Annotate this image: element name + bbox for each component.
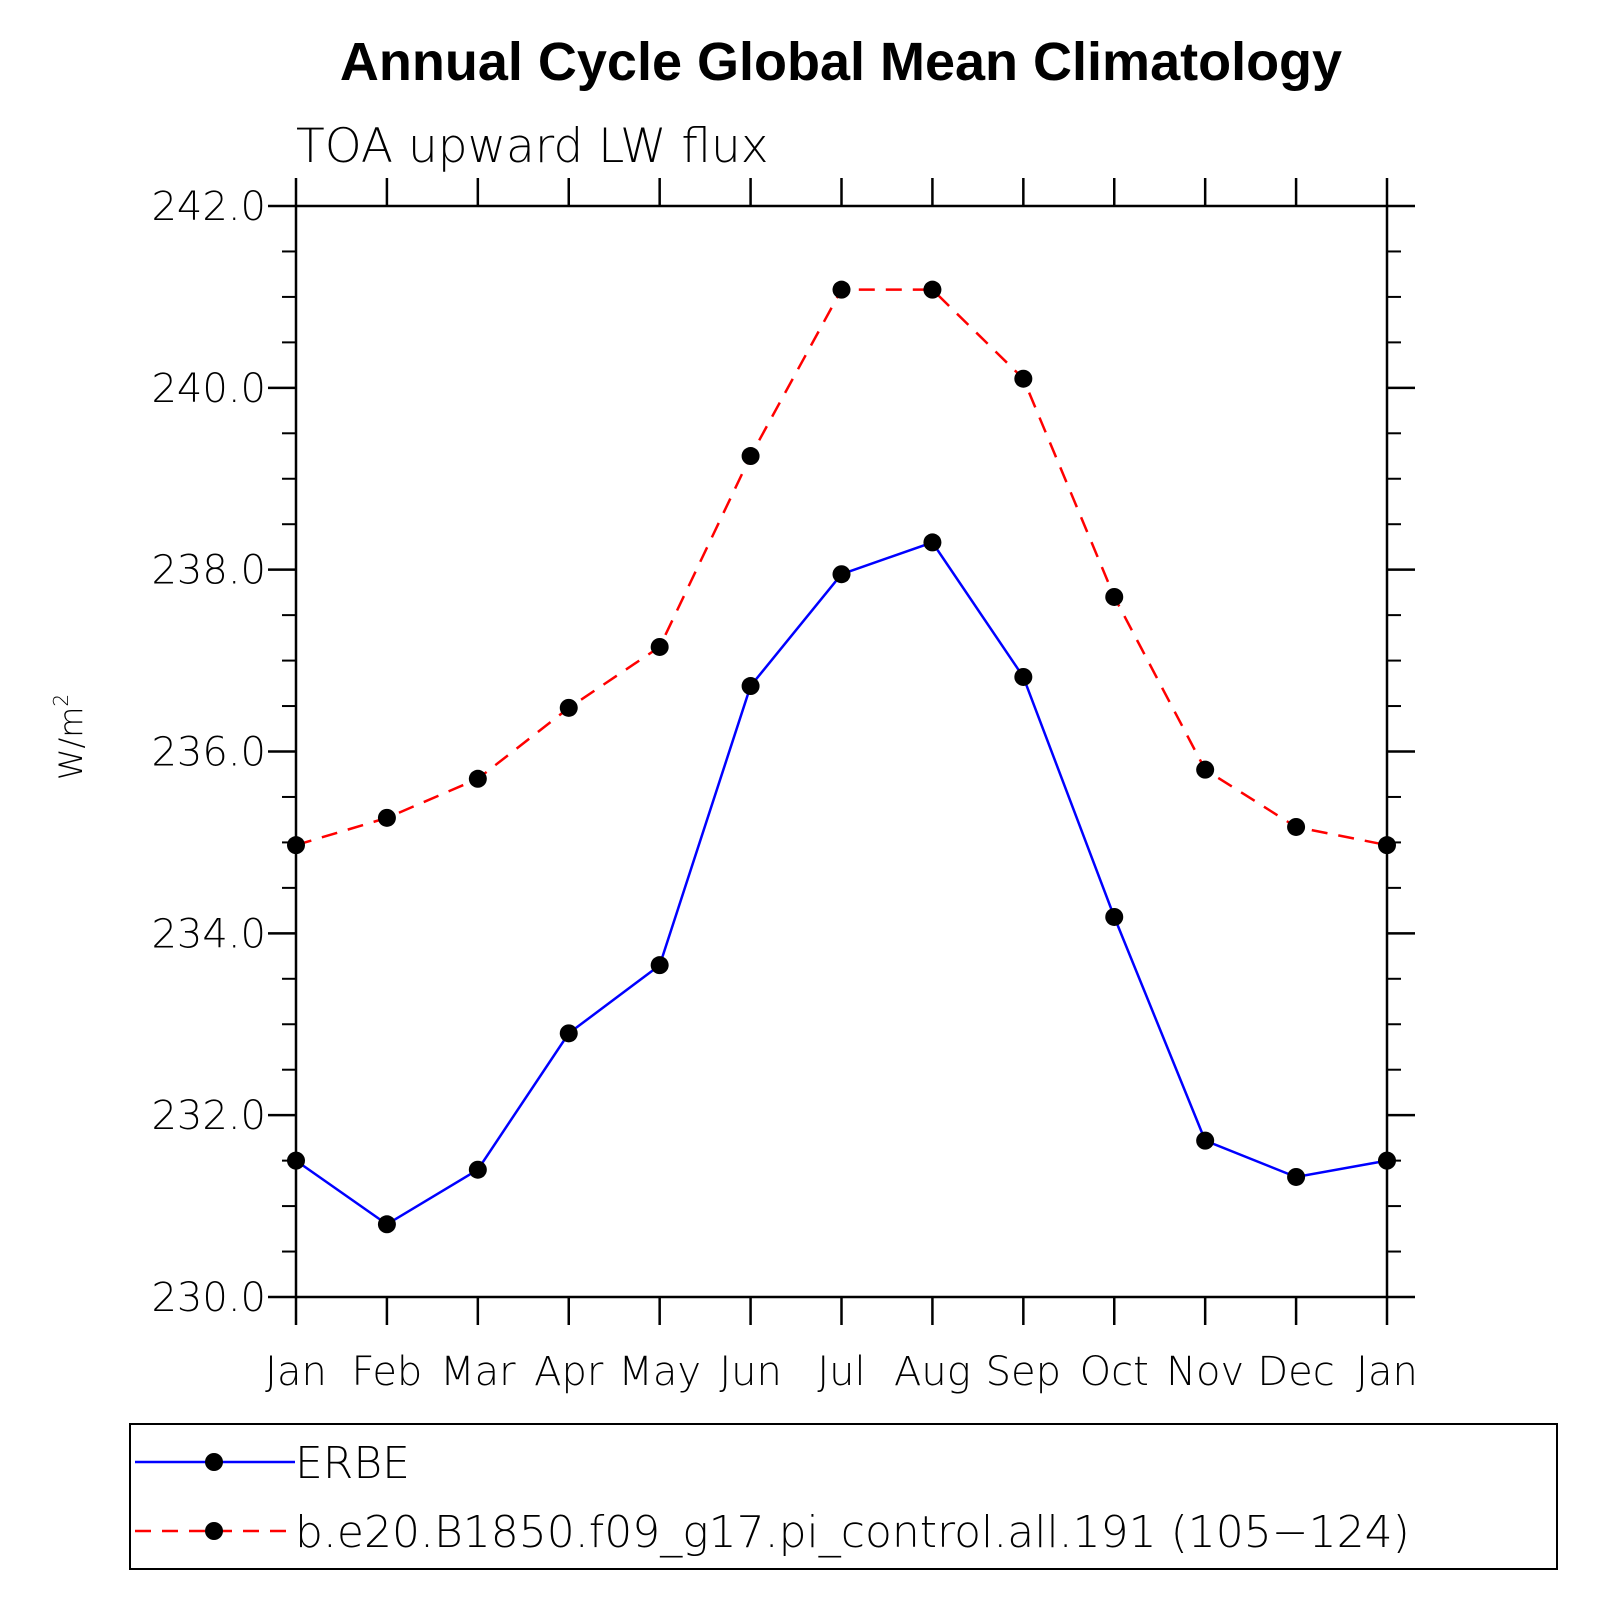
markers	[287, 280, 1396, 1234]
y-axis-label-superscript: 2	[49, 694, 73, 707]
plot-frame	[294, 204, 1389, 1299]
data-point-series-0	[1105, 907, 1124, 926]
data-point-series-0	[287, 1151, 305, 1170]
y-tick-label: 232.0	[151, 1093, 266, 1139]
y-tick-label: 240.0	[151, 366, 266, 412]
chart-subtitle: TOA upward LW flux	[296, 119, 769, 174]
data-point-series-1	[1014, 369, 1033, 388]
y-tick-label: 230.0	[151, 1275, 266, 1321]
axes: 230.0 232.0 234.0 236.0 238.0 240.0 242.0 Jan Fe…	[151, 178, 1418, 1395]
svg-text:W/m2: W/m2	[49, 694, 90, 780]
data-point-series-0	[1378, 1151, 1396, 1170]
series-line-0	[295, 540, 1388, 1226]
x-tick-label: Nov	[1166, 1349, 1244, 1395]
x-tick-label: Apr	[534, 1349, 604, 1395]
data-point-series-1	[1378, 836, 1396, 855]
data-point-series-0	[832, 565, 851, 584]
x-tick-label: Jan	[265, 1349, 327, 1395]
y-tick-label: 242.0	[151, 184, 266, 230]
data-point-series-0	[559, 1024, 578, 1043]
y-axis-label-text: W/m	[52, 707, 90, 781]
data-point-series-0	[1014, 667, 1033, 686]
x-tick-label: Oct	[1080, 1349, 1149, 1395]
data-point-series-1	[923, 280, 942, 299]
data-point-series-0	[923, 533, 942, 552]
y-tick-label: 238.0	[151, 548, 266, 594]
legend: ERBE b.e20.B1850.f09_g17.pi_control.all.…	[129, 1423, 1558, 1570]
data-point-series-1	[741, 447, 760, 466]
x-tick-label: Jul	[817, 1349, 865, 1395]
data-point-series-1	[287, 836, 305, 855]
chart-title: Annual Cycle Global Mean Climatology	[340, 32, 1342, 92]
data-point-series-1	[650, 637, 669, 656]
x-tick-label: Sep	[986, 1349, 1061, 1395]
data-point-series-1	[377, 808, 396, 827]
x-tick-label: Jun	[719, 1349, 782, 1395]
y-tick-label: 234.0	[151, 911, 266, 957]
legend-box	[129, 1423, 1558, 1570]
y-tick-label: 236.0	[151, 730, 266, 776]
data-point-series-0	[1287, 1167, 1306, 1186]
data-point-series-1	[1287, 817, 1306, 836]
x-tick-label: Jan	[1356, 1349, 1418, 1395]
data-point-series-1	[832, 280, 851, 299]
x-tick-label: Mar	[440, 1349, 516, 1395]
data-point-series-0	[1196, 1131, 1215, 1150]
legend-marker-model	[205, 1522, 223, 1540]
data-point-series-1	[559, 698, 578, 717]
data-point-series-0	[468, 1160, 487, 1179]
legend-marker-erbe	[205, 1453, 223, 1471]
x-tick-label: Feb	[352, 1349, 423, 1395]
data-point-series-1	[468, 769, 487, 788]
data-point-series-0	[377, 1215, 396, 1234]
y-axis-label: W/m2	[49, 694, 90, 780]
data-point-series-1	[1105, 587, 1124, 606]
data-point-series-1	[1196, 760, 1215, 779]
x-tick-label: Dec	[1257, 1349, 1334, 1395]
data-point-series-0	[650, 956, 669, 975]
x-tick-label: Aug	[894, 1349, 971, 1395]
data-point-series-0	[741, 677, 760, 696]
series-lines	[295, 288, 1388, 1226]
legend-label-erbe: ERBE	[295, 1438, 410, 1489]
legend-label-model: b.e20.B1850.f09_g17.pi_control.all.191 (…	[295, 1507, 1410, 1558]
x-tick-label: May	[618, 1349, 701, 1395]
